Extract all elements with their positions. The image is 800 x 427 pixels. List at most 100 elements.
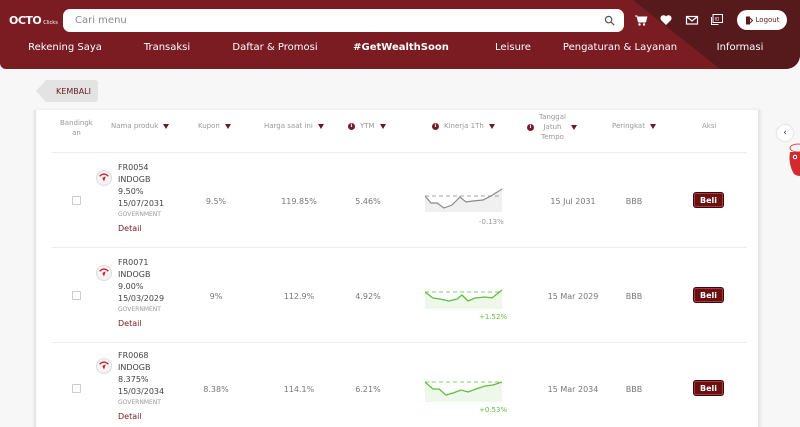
- sort-caret-icon: [570, 124, 577, 130]
- sort-caret-icon: [649, 123, 656, 129]
- rating-value: BBB: [625, 292, 643, 301]
- cart-icon[interactable]: [634, 13, 648, 27]
- col-action-label: Aksi: [702, 122, 717, 130]
- price-value: 119.85%: [281, 197, 317, 206]
- product-rate: 9.50%: [118, 187, 144, 196]
- nav-daftar-promosi[interactable]: Daftar & Promosi: [232, 42, 318, 53]
- product-date: 15/03/2029: [118, 294, 165, 303]
- ytm-value: 5.46%: [355, 197, 381, 206]
- product-type: GOVERNMENT: [118, 399, 161, 406]
- compare-checkbox[interactable]: [72, 291, 81, 300]
- logo-subtext: Clicks: [43, 20, 58, 26]
- maturity-date: 15 Mar 2029: [547, 292, 599, 301]
- detail-link[interactable]: Detail: [118, 319, 142, 328]
- indonesia-government-logo-icon: [96, 265, 112, 281]
- product-rate: 9.00%: [118, 282, 144, 291]
- ytm-value: 6.21%: [355, 385, 381, 394]
- compare-checkbox[interactable]: [72, 196, 81, 205]
- col-maturity-line2: Jatuh: [543, 123, 562, 131]
- sort-caret-icon: [317, 123, 324, 129]
- back-button[interactable]: KEMBALI: [36, 80, 98, 102]
- buy-button[interactable]: Beli: [693, 380, 724, 396]
- top-header: OCTO Clicks ID Logout Rekening Saya Tran…: [0, 0, 800, 69]
- col-performance[interactable]: i Kinerja 1Th: [432, 122, 495, 130]
- performance-sparkline: [425, 289, 503, 309]
- product-rate: 8.375%: [118, 375, 149, 384]
- col-maturity-label: Tanggal Jatuh Tempo: [539, 112, 566, 142]
- nav-leisure[interactable]: Leisure: [495, 42, 531, 53]
- svg-text:ID: ID: [715, 16, 719, 21]
- info-icon[interactable]: i: [348, 122, 355, 130]
- coupon-value: 9%: [209, 292, 223, 301]
- sort-caret-icon: [163, 123, 170, 129]
- compare-checkbox[interactable]: [72, 384, 81, 393]
- col-ytm-label: YTM: [360, 122, 375, 130]
- col-coupon-label: Kupon: [198, 122, 220, 130]
- col-product-label: Nama produk: [111, 122, 159, 130]
- table-row: FR0054 INDOGB 9.50% 15/07/2031 GOVERNMEN…: [52, 154, 747, 248]
- chevron-left-icon[interactable]: ‹: [777, 125, 793, 141]
- nav-pengaturan-layanan[interactable]: Pengaturan & Layanan: [562, 42, 678, 53]
- product-info: FR0054 INDOGB 9.50% 15/07/2031 GOVERNMEN…: [118, 162, 164, 235]
- col-rating[interactable]: Peringkat: [612, 122, 656, 130]
- product-code: FR0054: [118, 163, 149, 172]
- price-value: 114.1%: [283, 385, 315, 394]
- price-value: 112.9%: [283, 292, 315, 301]
- performance-percent: -0.13%: [479, 218, 504, 226]
- product-info: FR0071 INDOGB 9.00% 15/03/2029 GOVERNMEN…: [118, 257, 164, 330]
- product-issuer: INDOGB: [118, 363, 151, 372]
- mascot-icon[interactable]: [786, 140, 800, 180]
- col-maturity-line3: Tempo: [541, 133, 564, 141]
- search-icon[interactable]: [604, 15, 615, 26]
- sort-caret-icon: [379, 123, 386, 129]
- heart-icon[interactable]: [659, 13, 673, 27]
- col-price[interactable]: Harga saat ini: [264, 122, 324, 130]
- logo-text: OCTO: [9, 14, 42, 27]
- product-code: FR0068: [118, 351, 149, 360]
- col-coupon[interactable]: Kupon: [198, 122, 231, 130]
- product-type: GOVERNMENT: [118, 211, 161, 218]
- detail-link[interactable]: Detail: [118, 224, 142, 233]
- col-ytm[interactable]: i YTM: [348, 122, 386, 130]
- nav-getwealthsoon[interactable]: #GetWealthSoon: [353, 42, 449, 53]
- language-id-icon[interactable]: ID: [710, 13, 724, 27]
- performance-sparkline: [425, 381, 503, 402]
- col-product[interactable]: Nama produk: [111, 122, 170, 130]
- info-icon[interactable]: i: [527, 123, 534, 131]
- col-action: Aksi: [702, 122, 716, 130]
- col-rating-label: Peringkat: [612, 122, 645, 130]
- search-input[interactable]: [75, 15, 604, 26]
- product-issuer: INDOGB: [118, 270, 151, 279]
- performance-sparkline: [425, 188, 503, 212]
- buy-button[interactable]: Beli: [693, 192, 724, 208]
- info-icon[interactable]: i: [432, 122, 439, 130]
- product-issuer: INDOGB: [118, 175, 151, 184]
- rating-value: BBB: [625, 385, 643, 394]
- nav-informasi[interactable]: Informasi: [716, 42, 764, 53]
- logout-button[interactable]: Logout: [737, 10, 787, 30]
- search-bar: [63, 9, 624, 32]
- product-info: FR0068 INDOGB 8.375% 15/03/2034 GOVERNME…: [118, 350, 164, 423]
- coupon-value: 9.5%: [205, 197, 227, 206]
- col-maturity[interactable]: i Tanggal Jatuh Tempo: [527, 112, 577, 142]
- sort-caret-icon: [224, 123, 231, 129]
- maturity-date: 15 Jul 2031: [550, 197, 596, 206]
- col-price-label: Harga saat ini: [264, 122, 313, 130]
- nav-transaksi[interactable]: Transaksi: [143, 42, 191, 53]
- detail-link[interactable]: Detail: [118, 412, 142, 421]
- col-compare-label: Bandingk an: [60, 119, 93, 137]
- mail-icon[interactable]: [685, 13, 699, 27]
- octo-clicks-logo[interactable]: OCTO Clicks: [9, 14, 58, 27]
- buy-button[interactable]: Beli: [693, 287, 724, 303]
- indonesia-government-logo-icon: [96, 358, 112, 374]
- nav-rekening-saya[interactable]: Rekening Saya: [28, 42, 102, 53]
- panel-edge-shadow: [758, 110, 763, 427]
- logout-door-icon: [745, 16, 753, 24]
- product-type: GOVERNMENT: [118, 306, 161, 313]
- maturity-date: 15 Mar 2034: [547, 385, 599, 394]
- logout-label: Logout: [755, 16, 780, 24]
- bond-comparison-panel: Bandingk an Nama produk Kupon Harga saat…: [34, 110, 759, 427]
- table-header: Bandingk an Nama produk Kupon Harga saat…: [52, 110, 747, 153]
- main-nav: Rekening Saya Transaksi Daftar & Promosi…: [0, 40, 800, 60]
- col-maturity-line1: Tanggal: [539, 113, 566, 121]
